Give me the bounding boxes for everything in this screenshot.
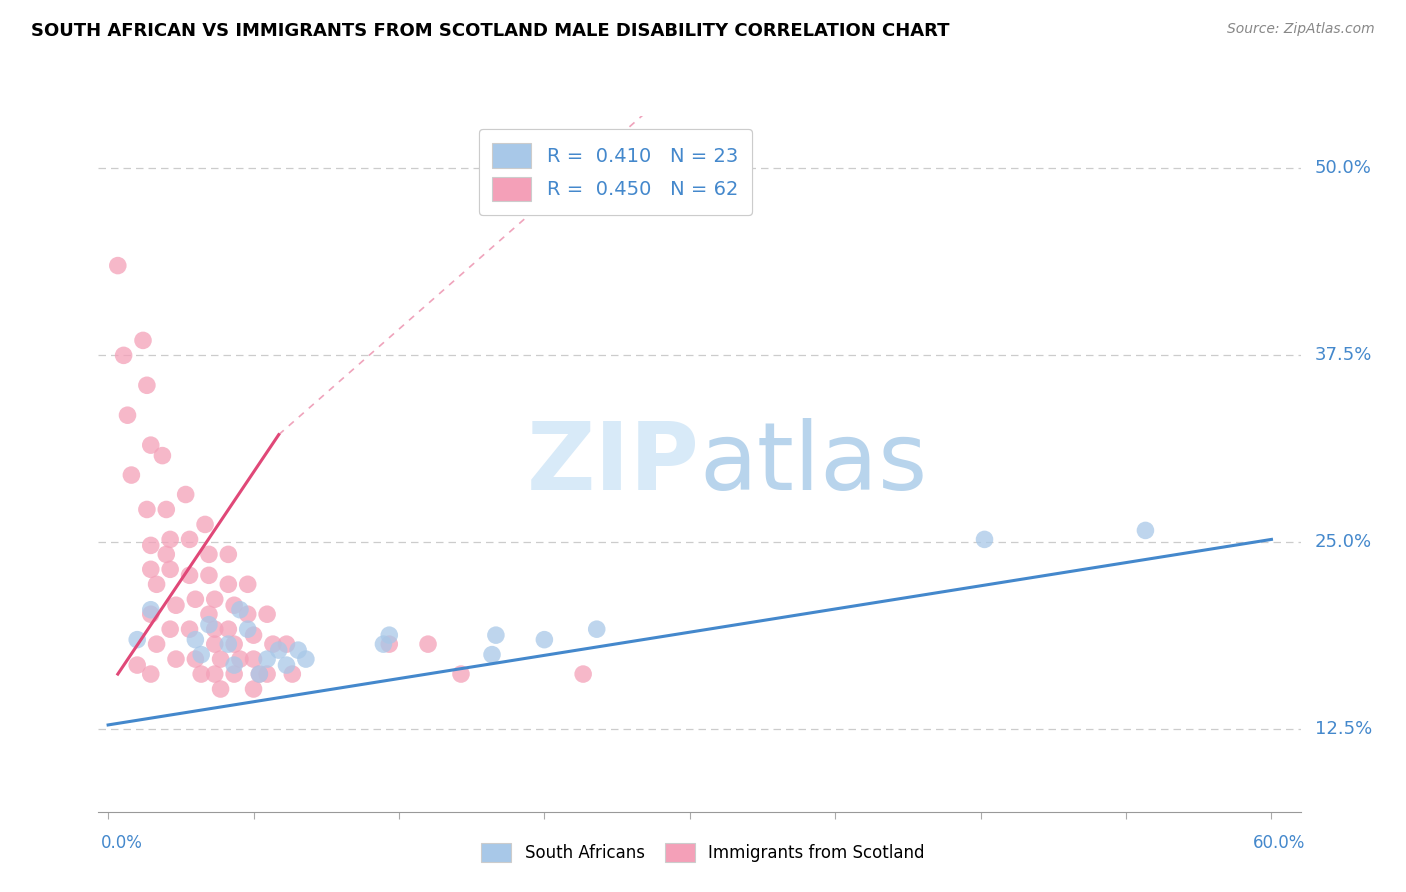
- Point: [184, 592, 207, 607]
- Point: [135, 502, 157, 516]
- Point: [139, 438, 162, 452]
- Point: [159, 562, 181, 576]
- Point: [224, 637, 246, 651]
- Point: [224, 599, 246, 613]
- Point: [267, 643, 290, 657]
- Point: [198, 617, 221, 632]
- Point: [179, 533, 201, 547]
- Text: Source: ZipAtlas.com: Source: ZipAtlas.com: [1227, 22, 1375, 37]
- Point: [155, 547, 177, 561]
- Point: [209, 652, 232, 666]
- Point: [132, 334, 155, 348]
- Point: [135, 378, 157, 392]
- Legend: South Africans, Immigrants from Scotland: South Africans, Immigrants from Scotland: [472, 834, 934, 871]
- Point: [198, 547, 221, 561]
- Point: [236, 622, 259, 636]
- Point: [145, 577, 167, 591]
- Point: [159, 622, 181, 636]
- Point: [117, 408, 139, 422]
- Text: ZIP: ZIP: [527, 417, 699, 510]
- Point: [262, 637, 284, 651]
- Text: 50.0%: 50.0%: [1315, 160, 1372, 178]
- Point: [378, 637, 401, 651]
- Point: [229, 603, 252, 617]
- Point: [416, 637, 439, 651]
- Point: [107, 259, 129, 273]
- Point: [179, 622, 201, 636]
- Text: 60.0%: 60.0%: [1253, 834, 1305, 852]
- Point: [184, 632, 207, 647]
- Point: [485, 628, 508, 642]
- Point: [236, 607, 259, 622]
- Point: [572, 667, 595, 681]
- Point: [127, 632, 149, 647]
- Point: [139, 607, 162, 622]
- Point: [242, 652, 264, 666]
- Point: [378, 628, 401, 642]
- Text: SOUTH AFRICAN VS IMMIGRANTS FROM SCOTLAND MALE DISABILITY CORRELATION CHART: SOUTH AFRICAN VS IMMIGRANTS FROM SCOTLAN…: [31, 22, 949, 40]
- Text: 12.5%: 12.5%: [1315, 721, 1372, 739]
- Point: [224, 658, 246, 673]
- Point: [204, 637, 226, 651]
- Point: [450, 667, 472, 681]
- Point: [139, 603, 162, 617]
- Point: [276, 637, 298, 651]
- Point: [198, 568, 221, 582]
- Point: [242, 681, 264, 696]
- Point: [145, 637, 167, 651]
- Point: [198, 607, 221, 622]
- Text: 25.0%: 25.0%: [1315, 533, 1372, 551]
- Point: [217, 622, 239, 636]
- Point: [295, 652, 318, 666]
- Point: [481, 648, 503, 662]
- Point: [224, 667, 246, 681]
- Point: [533, 632, 555, 647]
- Point: [152, 449, 174, 463]
- Point: [204, 592, 226, 607]
- Point: [585, 622, 607, 636]
- Point: [165, 599, 187, 613]
- Point: [139, 562, 162, 576]
- Point: [159, 533, 181, 547]
- Point: [281, 667, 304, 681]
- Point: [184, 652, 207, 666]
- Point: [204, 667, 226, 681]
- Point: [174, 487, 197, 501]
- Point: [973, 533, 995, 547]
- Point: [236, 577, 259, 591]
- Point: [276, 658, 298, 673]
- Point: [190, 667, 212, 681]
- Point: [256, 667, 278, 681]
- Point: [256, 607, 278, 622]
- Text: atlas: atlas: [699, 417, 928, 510]
- Point: [139, 538, 162, 552]
- Point: [256, 652, 278, 666]
- Point: [247, 667, 270, 681]
- Point: [373, 637, 395, 651]
- Point: [165, 652, 187, 666]
- Point: [194, 517, 217, 532]
- Point: [127, 658, 149, 673]
- Text: 37.5%: 37.5%: [1315, 346, 1372, 364]
- Point: [287, 643, 309, 657]
- Point: [120, 468, 142, 483]
- Point: [209, 681, 232, 696]
- Point: [139, 667, 162, 681]
- Legend: R =  0.410   N = 23, R =  0.450   N = 62: R = 0.410 N = 23, R = 0.450 N = 62: [479, 129, 752, 215]
- Point: [112, 348, 135, 362]
- Point: [1135, 524, 1157, 538]
- Point: [204, 622, 226, 636]
- Point: [217, 577, 239, 591]
- Point: [217, 547, 239, 561]
- Point: [217, 637, 239, 651]
- Point: [242, 628, 264, 642]
- Point: [155, 502, 177, 516]
- Text: 0.0%: 0.0%: [101, 834, 143, 852]
- Point: [179, 568, 201, 582]
- Point: [190, 648, 212, 662]
- Point: [247, 667, 270, 681]
- Point: [229, 652, 252, 666]
